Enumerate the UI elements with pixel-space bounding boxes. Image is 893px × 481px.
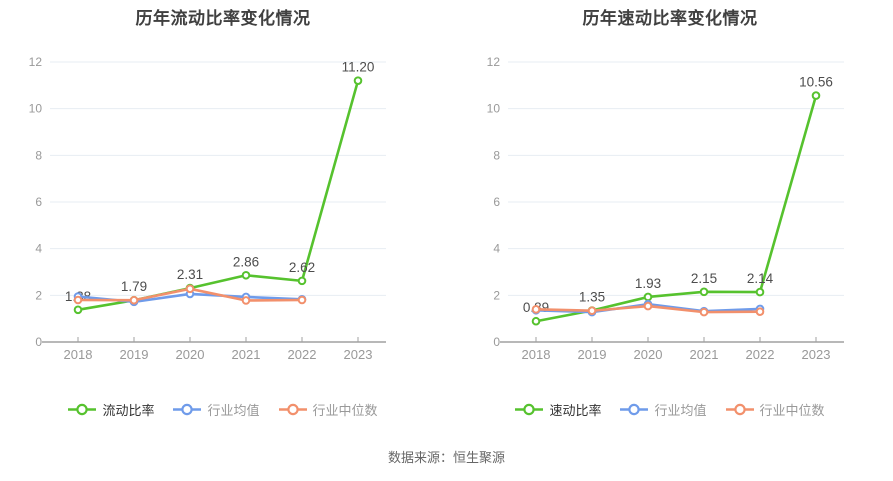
data-source-note: 数据来源：恒生聚源 bbox=[387, 450, 505, 465]
data-point-marker bbox=[297, 295, 307, 305]
current-ratio-chart: 0246810122018201920202021202220231.381.7… bbox=[29, 55, 386, 362]
quick-ratio-chart-panel: 0246810122018201920202021202220230.891.3… bbox=[447, 0, 893, 430]
data-label: 2.86 bbox=[233, 254, 259, 269]
legend-item-1-2[interactable]: 行业中位数 bbox=[725, 400, 825, 419]
legend-line-marker-icon bbox=[620, 403, 649, 416]
y-tick-label: 6 bbox=[35, 195, 42, 209]
y-grid: 0 2 4 6 8 10 12 bbox=[487, 55, 844, 349]
y-tick-label: 6 bbox=[493, 195, 500, 209]
data-label: 2.14 bbox=[747, 271, 774, 286]
legend-current-ratio: 流动比率 行业均值 行业中位数 bbox=[0, 400, 446, 419]
legend-item-1-1[interactable]: 行业均值 bbox=[620, 400, 707, 419]
data-label: 2.62 bbox=[289, 260, 315, 275]
x-tick-label: 2023 bbox=[802, 347, 831, 362]
x-tick-label: 2019 bbox=[120, 347, 149, 362]
data-point-marker bbox=[185, 284, 195, 294]
y-tick-label: 2 bbox=[35, 288, 42, 302]
data-point-marker bbox=[699, 287, 709, 297]
data-point-marker bbox=[129, 295, 139, 305]
x-tick-label: 2020 bbox=[634, 347, 663, 362]
data-point-marker bbox=[73, 295, 83, 305]
data-label: 1.79 bbox=[121, 279, 147, 294]
y-tick-label: 0 bbox=[35, 335, 42, 349]
legend-line-marker-icon bbox=[173, 403, 202, 416]
data-point-marker bbox=[587, 306, 597, 316]
data-point-marker bbox=[531, 305, 541, 314]
x-tick-label: 2022 bbox=[288, 347, 317, 362]
legend-label: 行业均值 bbox=[654, 403, 707, 418]
series-2 bbox=[73, 284, 307, 305]
x-tick-label: 2022 bbox=[746, 347, 775, 362]
data-point-marker bbox=[643, 301, 653, 311]
y-tick-label: 0 bbox=[493, 335, 500, 349]
legend-label: 行业中位数 bbox=[312, 403, 378, 418]
y-tick-label: 10 bbox=[487, 102, 501, 116]
x-axis: 2018 2019 2020 2021 2022 2023 bbox=[500, 337, 844, 362]
data-label: 2.15 bbox=[691, 271, 717, 286]
legend-line-marker-icon bbox=[68, 403, 97, 416]
x-tick-label: 2021 bbox=[690, 347, 719, 362]
data-point-marker bbox=[811, 91, 821, 100]
y-tick-label: 4 bbox=[493, 242, 500, 256]
x-axis: 2018 2019 2020 2021 2022 2023 bbox=[42, 337, 386, 362]
data-point-marker bbox=[699, 307, 709, 317]
y-tick-label: 12 bbox=[487, 55, 501, 69]
data-point-marker bbox=[531, 316, 541, 326]
data-point-marker bbox=[353, 76, 363, 85]
chart-title-quick-ratio: 历年速动比率变化情况 bbox=[582, 9, 758, 28]
y-tick-label: 8 bbox=[35, 148, 42, 162]
legend-item-0-0[interactable]: 流动比率 bbox=[68, 400, 154, 419]
legend-item-1-0[interactable]: 速动比率 bbox=[515, 400, 601, 419]
quick-ratio-chart: 0246810122018201920202021202220230.891.3… bbox=[487, 55, 844, 362]
data-label: 1.93 bbox=[635, 276, 661, 291]
data-point-marker bbox=[241, 270, 251, 280]
data-point-marker bbox=[755, 307, 765, 316]
data-point-marker bbox=[73, 305, 83, 315]
current-ratio-chart-panel: 0246810122018201920202021202220231.381.7… bbox=[0, 0, 446, 430]
y-tick-label: 2 bbox=[493, 288, 500, 302]
legend-line-marker-icon bbox=[725, 403, 754, 416]
y-tick-label: 4 bbox=[35, 242, 42, 256]
chart-title-current-ratio: 历年流动比率变化情况 bbox=[135, 9, 311, 28]
legend-label: 行业均值 bbox=[207, 403, 260, 418]
data-label: 10.56 bbox=[799, 75, 833, 90]
data-point-marker bbox=[643, 292, 653, 302]
legend-label: 速动比率 bbox=[549, 403, 602, 418]
data-point-marker bbox=[241, 296, 251, 305]
y-grid: 0 2 4 6 8 10 12 bbox=[29, 55, 386, 349]
data-label: 11.20 bbox=[342, 60, 375, 75]
x-tick-label: 2019 bbox=[578, 347, 607, 362]
series-2 bbox=[531, 301, 765, 317]
x-tick-label: 2018 bbox=[64, 347, 93, 362]
legend-line-marker-icon bbox=[515, 403, 544, 416]
data-label: 2.31 bbox=[177, 267, 203, 282]
legend-line-marker-icon bbox=[278, 403, 307, 416]
legend-label: 流动比率 bbox=[102, 403, 155, 418]
legend-quick-ratio: 速动比率 行业均值 行业中位数 bbox=[447, 400, 893, 419]
data-label: 1.35 bbox=[579, 290, 605, 305]
y-tick-label: 12 bbox=[29, 55, 43, 69]
y-tick-label: 10 bbox=[29, 102, 43, 116]
x-tick-label: 2023 bbox=[344, 347, 373, 362]
x-tick-label: 2018 bbox=[522, 347, 551, 362]
legend-item-0-1[interactable]: 行业均值 bbox=[173, 400, 260, 419]
data-point-marker bbox=[297, 276, 307, 286]
x-tick-label: 2021 bbox=[232, 347, 261, 362]
legend-item-0-2[interactable]: 行业中位数 bbox=[278, 400, 378, 419]
legend-label: 行业中位数 bbox=[759, 403, 825, 418]
y-tick-label: 8 bbox=[493, 148, 500, 162]
data-point-marker bbox=[755, 287, 765, 297]
x-tick-label: 2020 bbox=[176, 347, 205, 362]
